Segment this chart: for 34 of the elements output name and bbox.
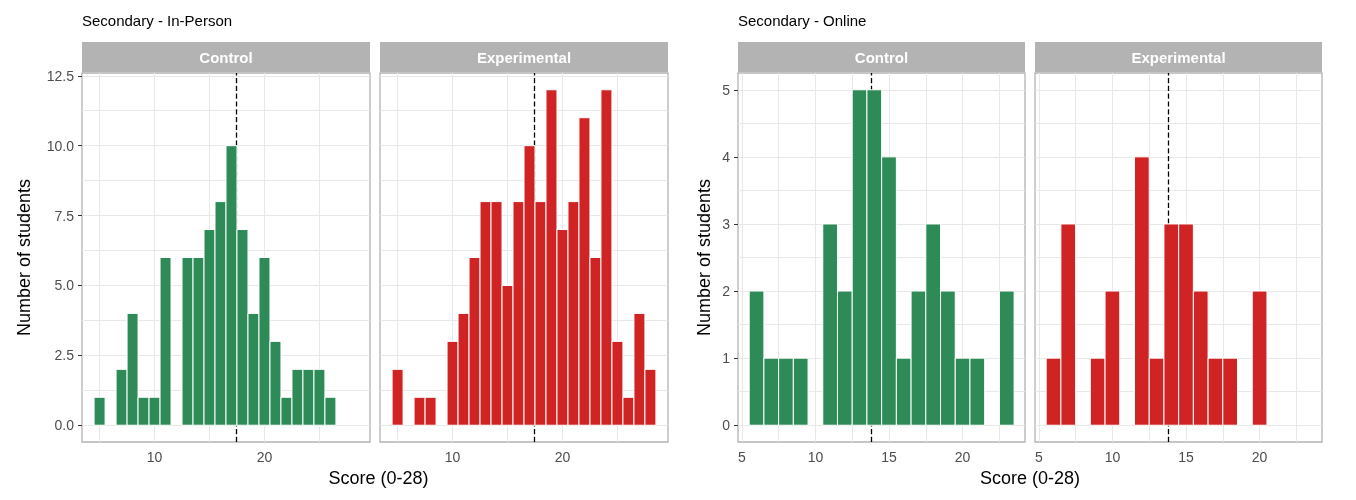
y-axis-title: Number of students <box>14 178 34 337</box>
chart-subtitle: Experimental <box>1131 48 1226 66</box>
chart-subtitle: Control <box>199 48 253 66</box>
y-tick-label: 5 <box>722 81 731 98</box>
x-tick-label: 10 <box>146 449 163 465</box>
y-axis-title: Number of students <box>694 178 714 337</box>
x-tick-label: 5 <box>1034 449 1043 465</box>
x-tick-label: 10 <box>807 449 824 465</box>
x-tick-label: 15 <box>881 449 897 465</box>
y-tick-label: 7.5 <box>54 207 75 224</box>
y-tick-label: 0.0 <box>54 417 75 434</box>
x-tick-label: 20 <box>954 449 971 465</box>
x-tick-label: 20 <box>256 449 273 465</box>
x-tick-label: 20 <box>1251 449 1268 465</box>
y-tick-label: 1 <box>722 350 731 367</box>
y-tick-label: 5.0 <box>54 277 75 294</box>
x-tick-label: 15 <box>1178 449 1194 465</box>
x-tick-label: 10 <box>444 449 461 465</box>
y-tick-label: 0 <box>722 417 731 434</box>
y-tick-label: 12.5 <box>46 67 75 84</box>
y-tick-label: 3 <box>722 215 731 232</box>
x-tick-label: 5 <box>737 449 746 465</box>
chart-subtitle: Experimental <box>476 48 572 66</box>
y-tick-label: 4 <box>722 148 731 165</box>
x-tick-label: 20 <box>554 449 571 465</box>
x-tick-label: 10 <box>1104 449 1121 465</box>
y-tick-label: 2 <box>722 283 731 300</box>
chart-subtitle: Control <box>854 48 909 66</box>
chart-title: Secondary - Online <box>738 11 867 29</box>
chart-title: Secondary - In-Person <box>82 11 233 29</box>
y-tick-label: 2.5 <box>54 347 75 364</box>
x-axis-title: Score (0-28) <box>327 468 430 489</box>
y-tick-label: 10.0 <box>46 137 75 154</box>
x-axis-title: Score (0-28) <box>978 468 1081 489</box>
